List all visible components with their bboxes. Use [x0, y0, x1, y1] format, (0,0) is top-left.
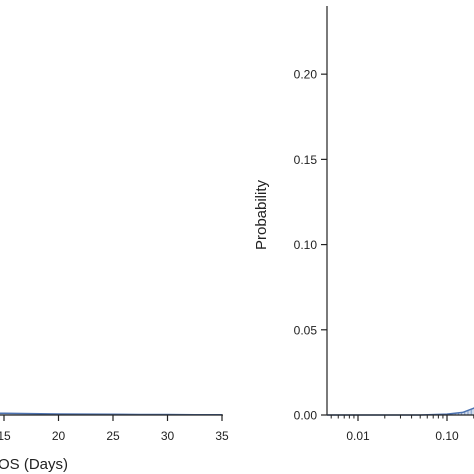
left-x-tick-label: 30: [161, 429, 175, 443]
left-x-tick-label: 20: [52, 429, 66, 443]
right-y-tick-label: 0.15: [294, 153, 318, 167]
right-x-tick-label: 0.01: [346, 429, 370, 443]
left-x-tick-label: 15: [0, 429, 11, 443]
right-x-axis-ticks: 0.01 0.10: [327, 414, 474, 443]
left-x-tick-label: 25: [106, 429, 120, 443]
left-plot: 15 20 25 30 35 OS (Days): [0, 412, 229, 473]
right-y-axis-ticks: 0.00 0.05 0.10 0.15 0.20: [294, 68, 327, 423]
right-y-axis-title: Probability: [253, 179, 270, 250]
right-y-tick-label: 0.00: [294, 409, 318, 423]
left-x-tick-label: 35: [215, 429, 229, 443]
right-y-tick-label: 0.20: [294, 68, 318, 82]
right-density-line: [327, 407, 474, 416]
left-x-axis-title: OS (Days): [0, 456, 68, 473]
right-density-area: [327, 408, 474, 415]
right-y-tick-label: 0.05: [294, 323, 318, 337]
left-x-axis-ticks: 15 20 25 30 35: [0, 414, 229, 443]
right-x-tick-label: 0.10: [435, 429, 459, 443]
right-plot: 0.00 0.05 0.10 0.15 0.20 Probability 0.01 0.1…: [253, 6, 474, 443]
right-y-tick-label: 0.10: [294, 238, 318, 252]
